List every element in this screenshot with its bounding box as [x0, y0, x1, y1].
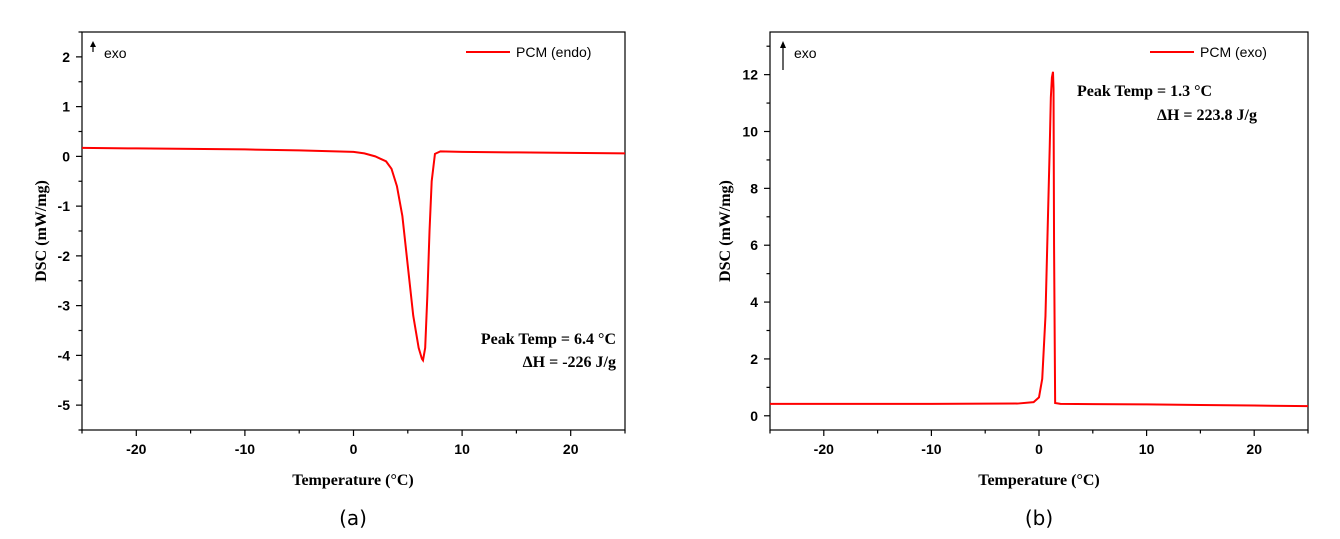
legend-label: PCM (endo): [516, 44, 591, 60]
x-tick-label: -20: [814, 441, 834, 457]
y-axis-title: DSC (mW/mg): [33, 180, 50, 282]
y-tick-label: 12: [742, 67, 758, 83]
y-tick-label: -2: [58, 248, 71, 264]
exo-indicator-b: exo: [780, 41, 817, 70]
x-tick-label: 10: [1139, 441, 1155, 457]
annotation-peak-temp: Peak Temp = 6.4 °C: [481, 331, 616, 348]
y-axis-ticks-b: 0 2 4 6 8 10 12: [742, 45, 770, 424]
y-axis-title: DSC (mW/mg): [717, 180, 734, 282]
y-tick-label: 4: [750, 294, 758, 310]
plot-frame-b: [769, 31, 1309, 431]
legend-b: PCM (exo): [1150, 44, 1267, 60]
x-axis-ticks-b: -20 -10 0 10 20: [769, 430, 1309, 457]
chart-panel-b: -20 -10 0 10 20 0 2 4 6 8 10 12 exo PCM (exo) Peak…: [717, 31, 1309, 530]
legend-label: PCM (exo): [1200, 44, 1267, 60]
y-tick-label: 6: [750, 237, 758, 253]
series-line-pcm-endo: [81, 146, 626, 363]
x-axis-title: Temperature (°C): [292, 472, 413, 489]
y-tick-label: 8: [750, 180, 758, 196]
x-tick-label: -10: [235, 441, 255, 457]
x-axis-ticks-a: -20 -10 0 10 20: [81, 430, 626, 457]
annotation-peak-temp: Peak Temp = 1.3 °C: [1077, 83, 1212, 100]
x-tick-label: -10: [921, 441, 941, 457]
y-tick-label: -4: [58, 347, 71, 363]
panel-label: (a): [339, 506, 367, 530]
exo-arrowhead-icon: [780, 41, 786, 48]
annotation-enthalpy: ΔH = -226 J/g: [523, 354, 616, 371]
y-tick-label: 0: [62, 148, 70, 164]
exo-arrowhead-icon: [90, 41, 96, 47]
exo-label: exo: [794, 45, 817, 61]
y-tick-label: -5: [58, 397, 71, 413]
panel-label: (b): [1025, 506, 1053, 530]
x-tick-label: 10: [454, 441, 470, 457]
x-tick-label: -20: [126, 441, 146, 457]
y-tick-label: 2: [62, 49, 70, 65]
x-tick-label: 20: [563, 441, 579, 457]
y-axis-ticks-a: -5 -4 -3 -2 -1 0 1 2: [58, 31, 82, 431]
y-tick-label: 10: [742, 124, 758, 140]
y-tick-label: -3: [58, 298, 71, 314]
y-tick-label: 2: [750, 351, 758, 367]
x-tick-label: 0: [1035, 441, 1043, 457]
y-tick-label: -1: [58, 198, 71, 214]
legend-a: PCM (endo): [466, 44, 591, 60]
y-tick-label: 1: [62, 99, 70, 115]
annotation-enthalpy: ΔH = 223.8 J/g: [1157, 107, 1257, 124]
exo-label: exo: [104, 45, 127, 61]
x-tick-label: 20: [1246, 441, 1262, 457]
x-tick-label: 0: [350, 441, 358, 457]
series-line-pcm-exo: [770, 71, 1309, 408]
x-axis-title: Temperature (°C): [978, 472, 1099, 489]
y-tick-label: 0: [750, 408, 758, 424]
exo-indicator-a: exo: [90, 41, 127, 61]
